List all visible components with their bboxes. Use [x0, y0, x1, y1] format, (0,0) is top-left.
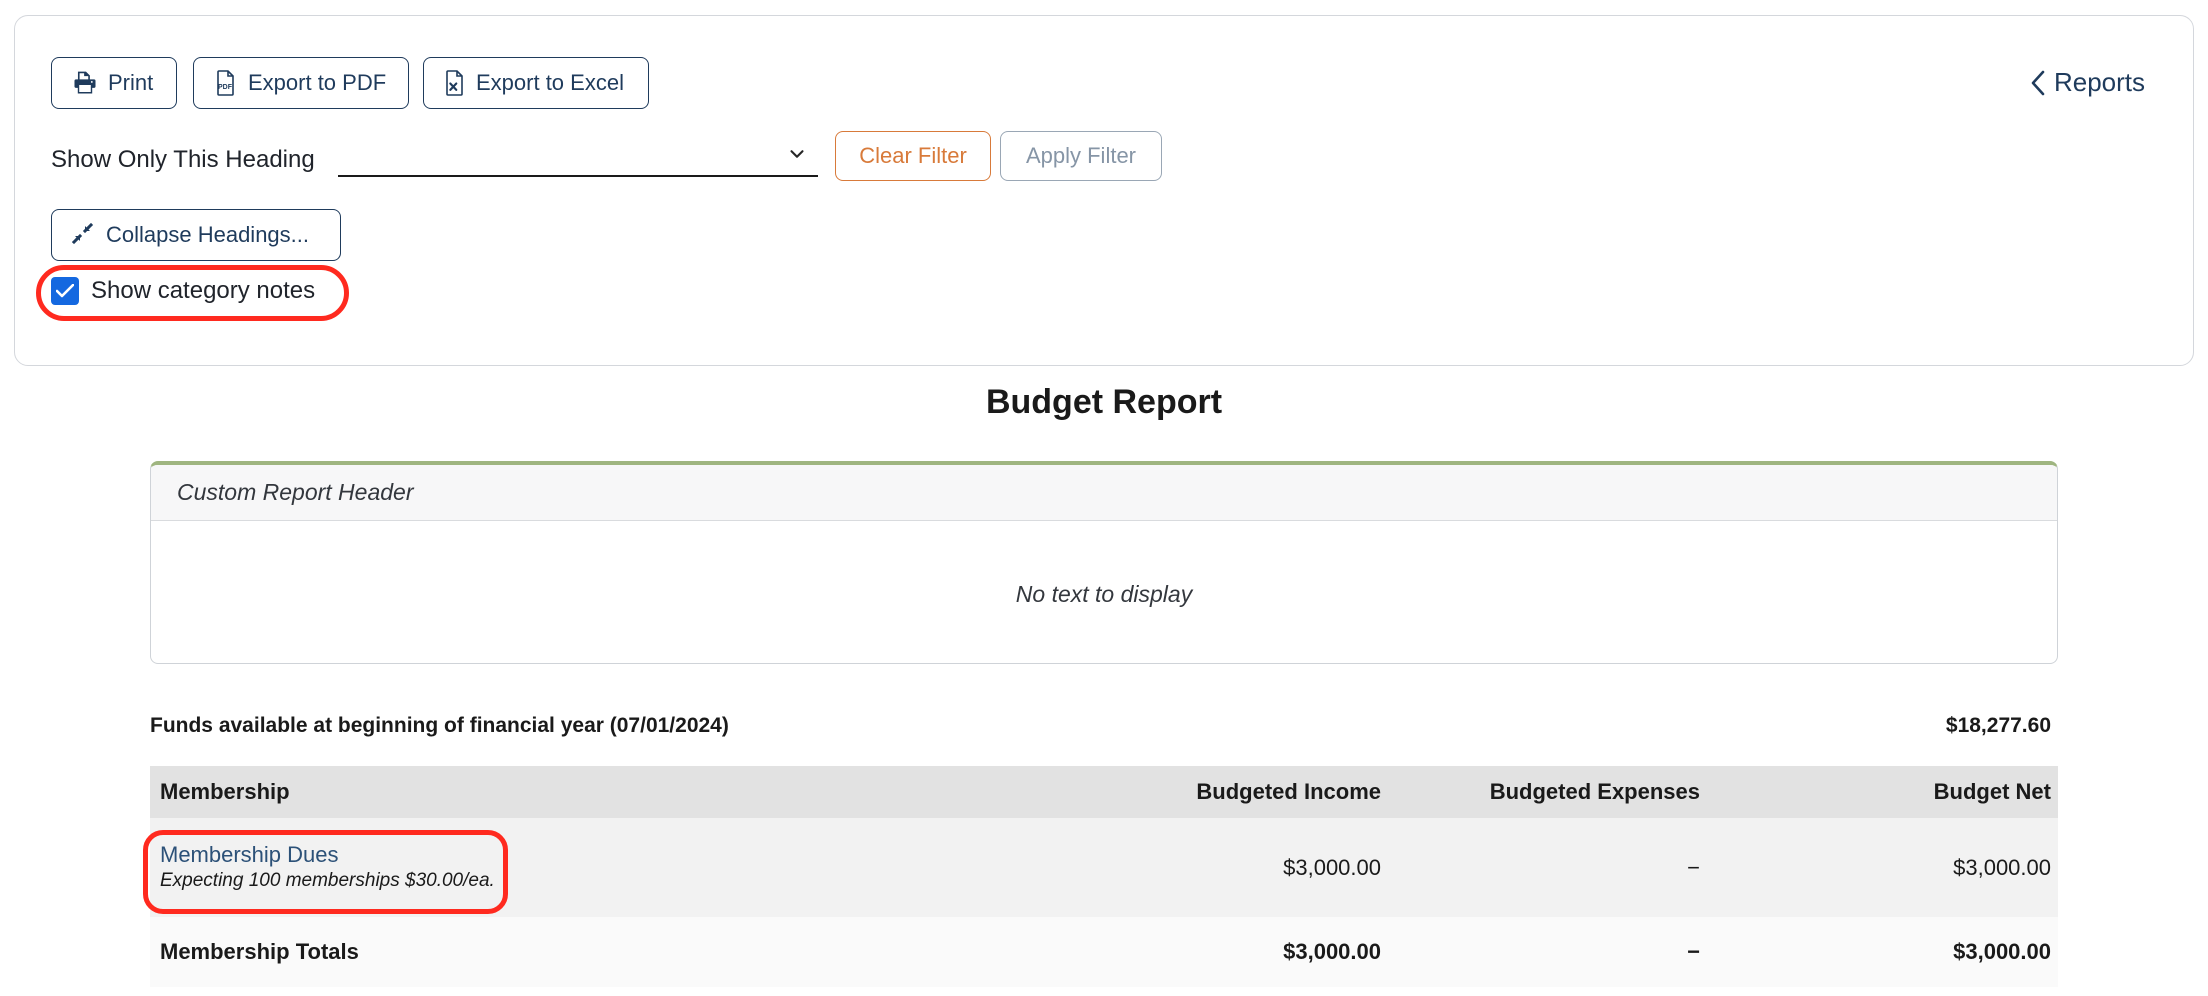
svg-text:PDF: PDF	[218, 84, 233, 91]
